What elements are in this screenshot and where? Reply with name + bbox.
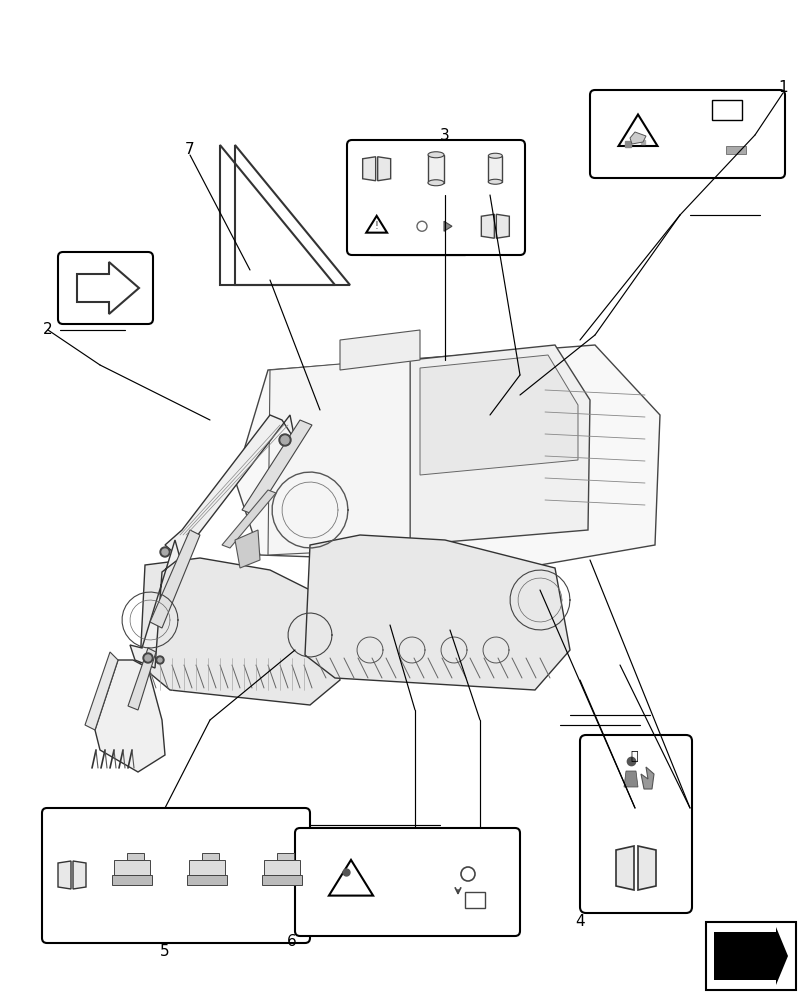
Polygon shape: [235, 345, 660, 565]
Polygon shape: [630, 132, 646, 144]
Polygon shape: [128, 648, 156, 710]
Polygon shape: [616, 846, 634, 890]
Polygon shape: [277, 853, 294, 860]
Polygon shape: [641, 767, 654, 789]
FancyBboxPatch shape: [58, 252, 153, 324]
Polygon shape: [624, 771, 638, 787]
Polygon shape: [638, 846, 656, 890]
Polygon shape: [189, 860, 225, 875]
Polygon shape: [85, 652, 118, 730]
Circle shape: [143, 653, 153, 663]
Polygon shape: [410, 345, 590, 545]
Text: 5: 5: [160, 944, 170, 960]
Text: 🔥: 🔥: [630, 750, 638, 764]
Polygon shape: [73, 861, 86, 889]
Polygon shape: [268, 358, 410, 555]
Polygon shape: [114, 860, 150, 875]
Polygon shape: [711, 927, 791, 985]
Ellipse shape: [488, 179, 503, 184]
Text: 7: 7: [185, 142, 195, 157]
FancyBboxPatch shape: [580, 735, 692, 913]
Polygon shape: [363, 157, 376, 181]
Polygon shape: [187, 875, 227, 885]
Polygon shape: [482, 214, 494, 238]
Bar: [465, 892, 485, 908]
Bar: [712, 100, 742, 120]
Polygon shape: [264, 860, 300, 875]
Circle shape: [279, 434, 291, 446]
Polygon shape: [165, 415, 295, 558]
Text: 3: 3: [440, 127, 450, 142]
Circle shape: [158, 658, 162, 662]
Polygon shape: [377, 157, 390, 181]
Polygon shape: [127, 853, 144, 860]
Text: 6: 6: [287, 934, 297, 950]
Polygon shape: [496, 214, 509, 238]
Bar: [706, 922, 796, 990]
Polygon shape: [420, 355, 578, 475]
FancyBboxPatch shape: [347, 140, 525, 255]
Text: 2: 2: [43, 322, 53, 338]
Polygon shape: [150, 530, 200, 628]
Polygon shape: [112, 875, 152, 885]
Polygon shape: [714, 927, 788, 985]
Polygon shape: [140, 558, 340, 705]
Text: !: !: [375, 221, 379, 231]
Text: 4: 4: [575, 914, 585, 930]
Polygon shape: [58, 861, 71, 889]
Text: 1: 1: [778, 81, 788, 96]
Polygon shape: [242, 420, 312, 515]
Polygon shape: [262, 875, 302, 885]
Polygon shape: [305, 535, 570, 690]
Polygon shape: [340, 330, 420, 370]
Ellipse shape: [428, 180, 444, 186]
FancyBboxPatch shape: [590, 90, 785, 178]
Circle shape: [162, 549, 168, 555]
Circle shape: [156, 656, 164, 664]
Ellipse shape: [428, 152, 444, 158]
Polygon shape: [726, 146, 746, 154]
Polygon shape: [130, 540, 180, 668]
Polygon shape: [95, 660, 165, 772]
Polygon shape: [222, 490, 276, 548]
FancyBboxPatch shape: [295, 828, 520, 936]
Polygon shape: [202, 853, 219, 860]
Circle shape: [160, 547, 170, 557]
Circle shape: [145, 655, 151, 661]
Polygon shape: [488, 156, 503, 182]
Ellipse shape: [488, 153, 503, 158]
FancyBboxPatch shape: [42, 808, 310, 943]
Polygon shape: [444, 221, 452, 231]
Circle shape: [281, 436, 289, 444]
Polygon shape: [428, 155, 444, 183]
Polygon shape: [235, 530, 260, 568]
